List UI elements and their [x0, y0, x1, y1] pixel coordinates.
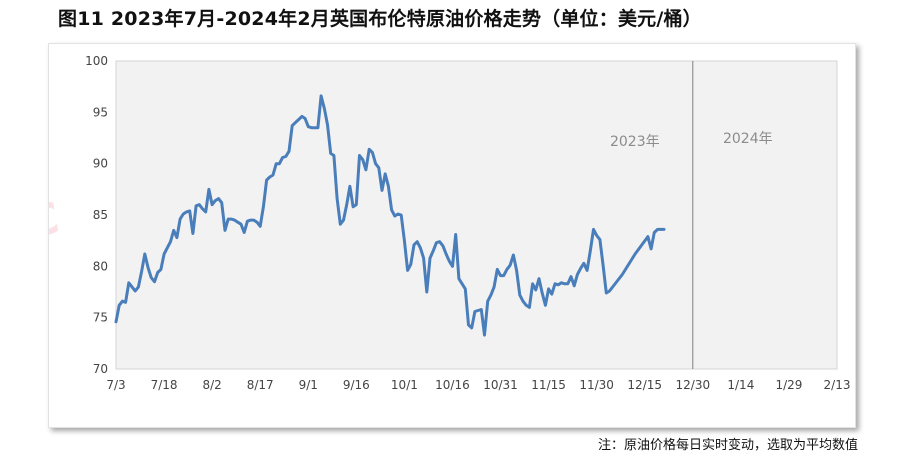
chart-title: 图11 2023年7月-2024年2月英国布伦特原油价格走势（单位：美元/桶）: [58, 8, 702, 30]
x-tick-label: 8/17: [247, 378, 274, 392]
line-chart: ICC 慧讯网 C 7075808590951007/37/188/28/179…: [49, 54, 851, 392]
chart-panel: ICC 慧讯网 C 7075808590951007/37/188/28/179…: [48, 43, 856, 428]
y-tick-label: 100: [85, 54, 108, 68]
plot-area: [115, 60, 838, 370]
x-tick-label: 7/3: [106, 378, 125, 392]
svg-text:C: C: [49, 192, 63, 248]
x-tick-label: 10/31: [483, 378, 518, 392]
x-tick-label: 10/1: [391, 378, 418, 392]
y-tick-label: 85: [93, 208, 108, 222]
x-tick-label: 8/2: [202, 378, 221, 392]
footnote: 注：原油价格每日实时变动，选取为平均数值: [597, 438, 858, 453]
y-tick-label: 75: [93, 311, 108, 325]
x-tick-label: 9/16: [343, 378, 370, 392]
x-tick-label: 12/15: [627, 378, 662, 392]
x-tick-label: 12/30: [676, 378, 711, 392]
x-tick-label: 10/16: [435, 378, 470, 392]
x-tick-label: 11/30: [579, 378, 614, 392]
y-tick-label: 90: [93, 157, 108, 171]
x-tick-label: 11/15: [531, 378, 566, 392]
x-tick-label: 1/29: [775, 378, 802, 392]
x-tick-label: 7/18: [151, 378, 178, 392]
y-tick-label: 70: [93, 362, 108, 376]
annotation-2024: 2024年: [723, 131, 773, 147]
x-tick-label: 9/1: [299, 378, 318, 392]
y-tick-label: 80: [93, 259, 108, 273]
x-tick-label: 2/13: [824, 378, 851, 392]
x-tick-label: 1/14: [727, 378, 754, 392]
y-tick-label: 95: [93, 105, 108, 119]
annotation-2023: 2023年: [610, 134, 660, 150]
brent-price-line: [114, 94, 666, 337]
